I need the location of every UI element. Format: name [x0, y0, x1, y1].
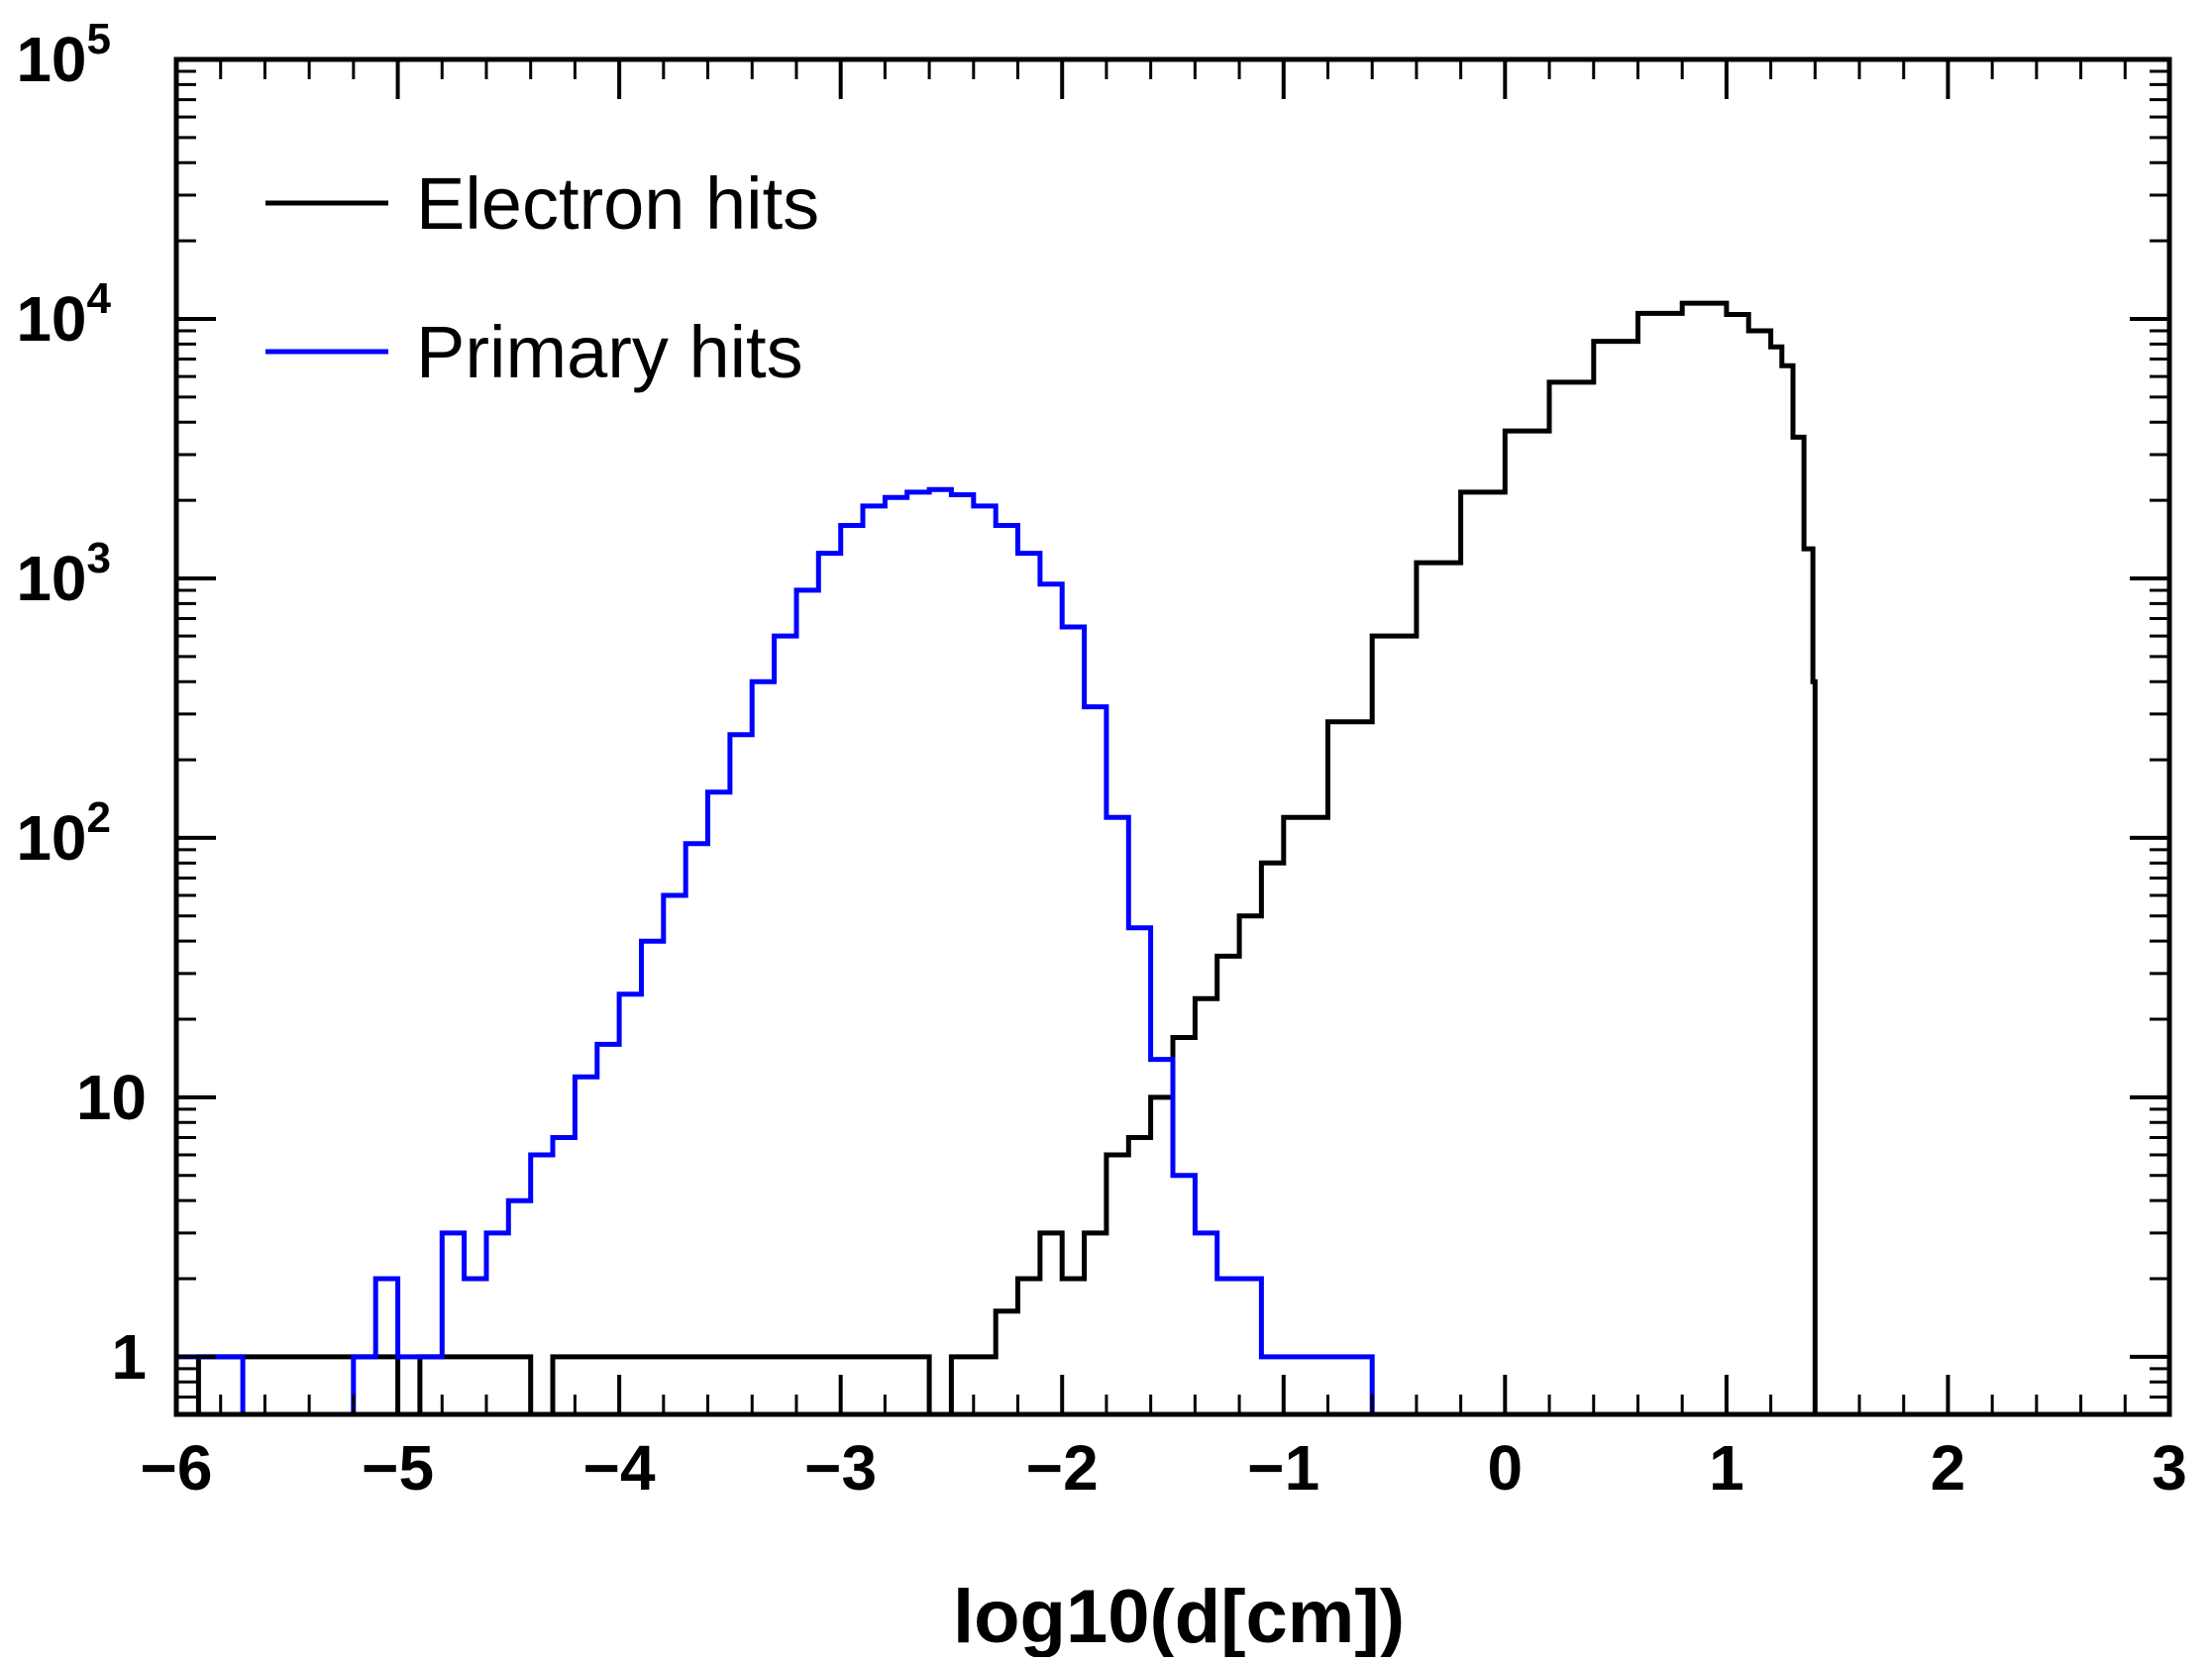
x-tick-label: −2 — [1026, 1432, 1099, 1504]
x-tick-label: 0 — [1488, 1432, 1524, 1504]
x-tick-label: −3 — [804, 1432, 877, 1504]
x-tick-label: 3 — [2152, 1432, 2187, 1504]
x-tick-label: 2 — [1931, 1432, 1966, 1504]
series-line-electron-hits — [176, 300, 2169, 1414]
axis-labels: −6 −5 −4 −3 −2 −1 0 1 2 3110102103104105log10(d[c… — [16, 15, 2187, 1659]
y-tick-label-base: 10 — [16, 543, 86, 614]
axis-ticks — [174, 57, 2171, 1416]
y-tick-label: 104 — [16, 274, 111, 355]
x-axis-title: log10(d[cm]) — [953, 1575, 1405, 1657]
legend-label: Electron hits — [416, 162, 819, 245]
y-tick-label-exponent: 5 — [87, 15, 111, 63]
x-tick-label: 1 — [1709, 1432, 1744, 1504]
legend-label: Primary hits — [416, 311, 803, 393]
x-tick-label: −6 — [141, 1432, 213, 1504]
y-tick-label-exponent: 3 — [87, 534, 111, 582]
y-tick-label-exponent: 2 — [87, 793, 111, 842]
y-tick-label: 103 — [16, 534, 111, 614]
plot-area — [176, 300, 2169, 1414]
y-tick-label-exponent: 4 — [87, 274, 112, 323]
x-tick-label: −5 — [362, 1432, 434, 1504]
y-tick-label-base: 10 — [16, 283, 86, 355]
y-tick-label-base: 10 — [16, 24, 86, 95]
y-tick-label-base: 1 — [111, 1321, 147, 1393]
y-tick-label: 105 — [16, 15, 111, 95]
legend: Electron hits Primary hits — [265, 162, 819, 393]
plot-frame — [173, 56, 2172, 1417]
y-tick-label-base: 10 — [76, 1062, 147, 1133]
y-tick-label: 10 — [76, 1062, 147, 1133]
x-tick-label: −1 — [1247, 1432, 1319, 1504]
y-tick-label: 102 — [16, 793, 111, 874]
x-tick-label: −4 — [583, 1432, 656, 1504]
y-tick-label-base: 10 — [16, 802, 86, 874]
series-line-primary-hits — [176, 486, 2169, 1414]
y-tick-label: 1 — [111, 1321, 147, 1393]
